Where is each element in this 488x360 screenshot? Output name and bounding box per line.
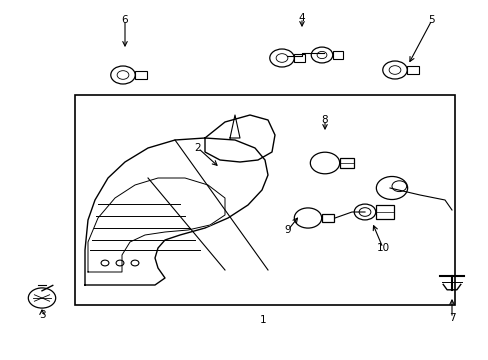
Text: 9: 9	[284, 225, 291, 235]
Polygon shape	[204, 115, 274, 162]
Text: 7: 7	[448, 313, 454, 323]
Bar	[321, 214, 333, 222]
Bar	[332, 51, 342, 59]
Text: 6: 6	[122, 15, 128, 25]
Text: 4: 4	[298, 13, 305, 23]
Bar	[294, 54, 305, 62]
Text: 2: 2	[194, 143, 201, 153]
Polygon shape	[85, 138, 267, 285]
Bar	[75, 95, 454, 305]
Text: 1: 1	[259, 315, 266, 325]
Text: 3: 3	[39, 310, 45, 320]
Text: 5: 5	[428, 15, 434, 25]
Bar	[407, 66, 419, 74]
Polygon shape	[88, 178, 224, 272]
Text: 8: 8	[321, 115, 327, 125]
Text: 10: 10	[376, 243, 389, 253]
Bar	[375, 205, 393, 219]
Bar	[135, 71, 147, 79]
Bar	[339, 158, 354, 168]
